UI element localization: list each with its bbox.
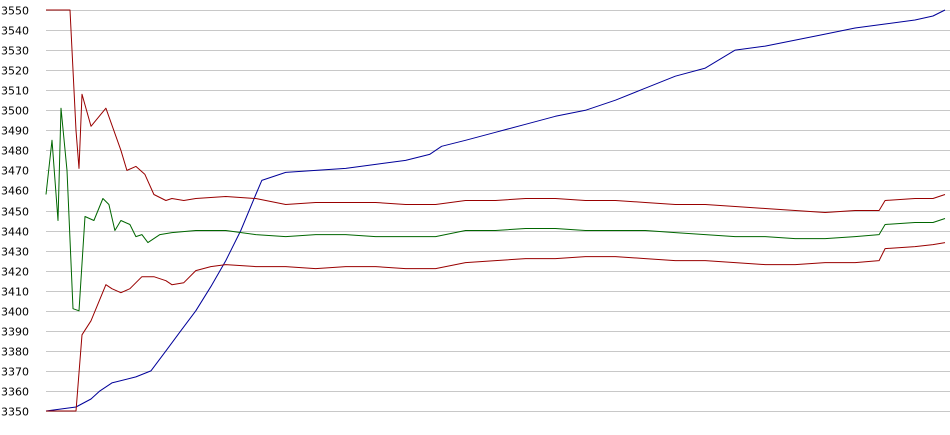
- series-line-3: [46, 9, 946, 213]
- y-tick-label: 3440: [1, 226, 29, 239]
- series-lines: [45, 9, 946, 412]
- y-tick-label: 3360: [1, 386, 29, 399]
- grid-lines: [46, 10, 950, 412]
- series-line-2: [45, 107, 946, 312]
- y-tick-label: 3510: [1, 85, 29, 98]
- y-tick-label: 3350: [1, 406, 29, 419]
- y-tick-label: 3430: [1, 246, 29, 259]
- y-tick-label: 3520: [1, 65, 29, 78]
- y-tick-label: 3470: [1, 165, 29, 178]
- y-tick-label: 3370: [1, 366, 29, 379]
- y-tick-label: 3450: [1, 206, 29, 219]
- y-tick-label: 3500: [1, 105, 29, 118]
- y-tick-label: 3480: [1, 145, 29, 158]
- y-tick-label: 3540: [1, 25, 29, 38]
- y-tick-labels: 3350 3360 3370 3380 3390 3400 3410 3420 3430 3440…: [1, 5, 29, 419]
- y-tick-label: 3490: [1, 125, 29, 138]
- y-tick-label: 3400: [1, 306, 29, 319]
- y-tick-label: 3460: [1, 185, 29, 198]
- y-tick-label: 3410: [1, 286, 29, 299]
- y-tick-label: 3550: [1, 5, 29, 18]
- y-tick-label: 3530: [1, 45, 29, 58]
- series-line-4: [46, 242, 946, 412]
- y-tick-label: 3420: [1, 266, 29, 279]
- y-tick-label: 3380: [1, 346, 29, 359]
- series-line-1: [45, 9, 946, 412]
- y-tick-label: 3390: [1, 326, 29, 339]
